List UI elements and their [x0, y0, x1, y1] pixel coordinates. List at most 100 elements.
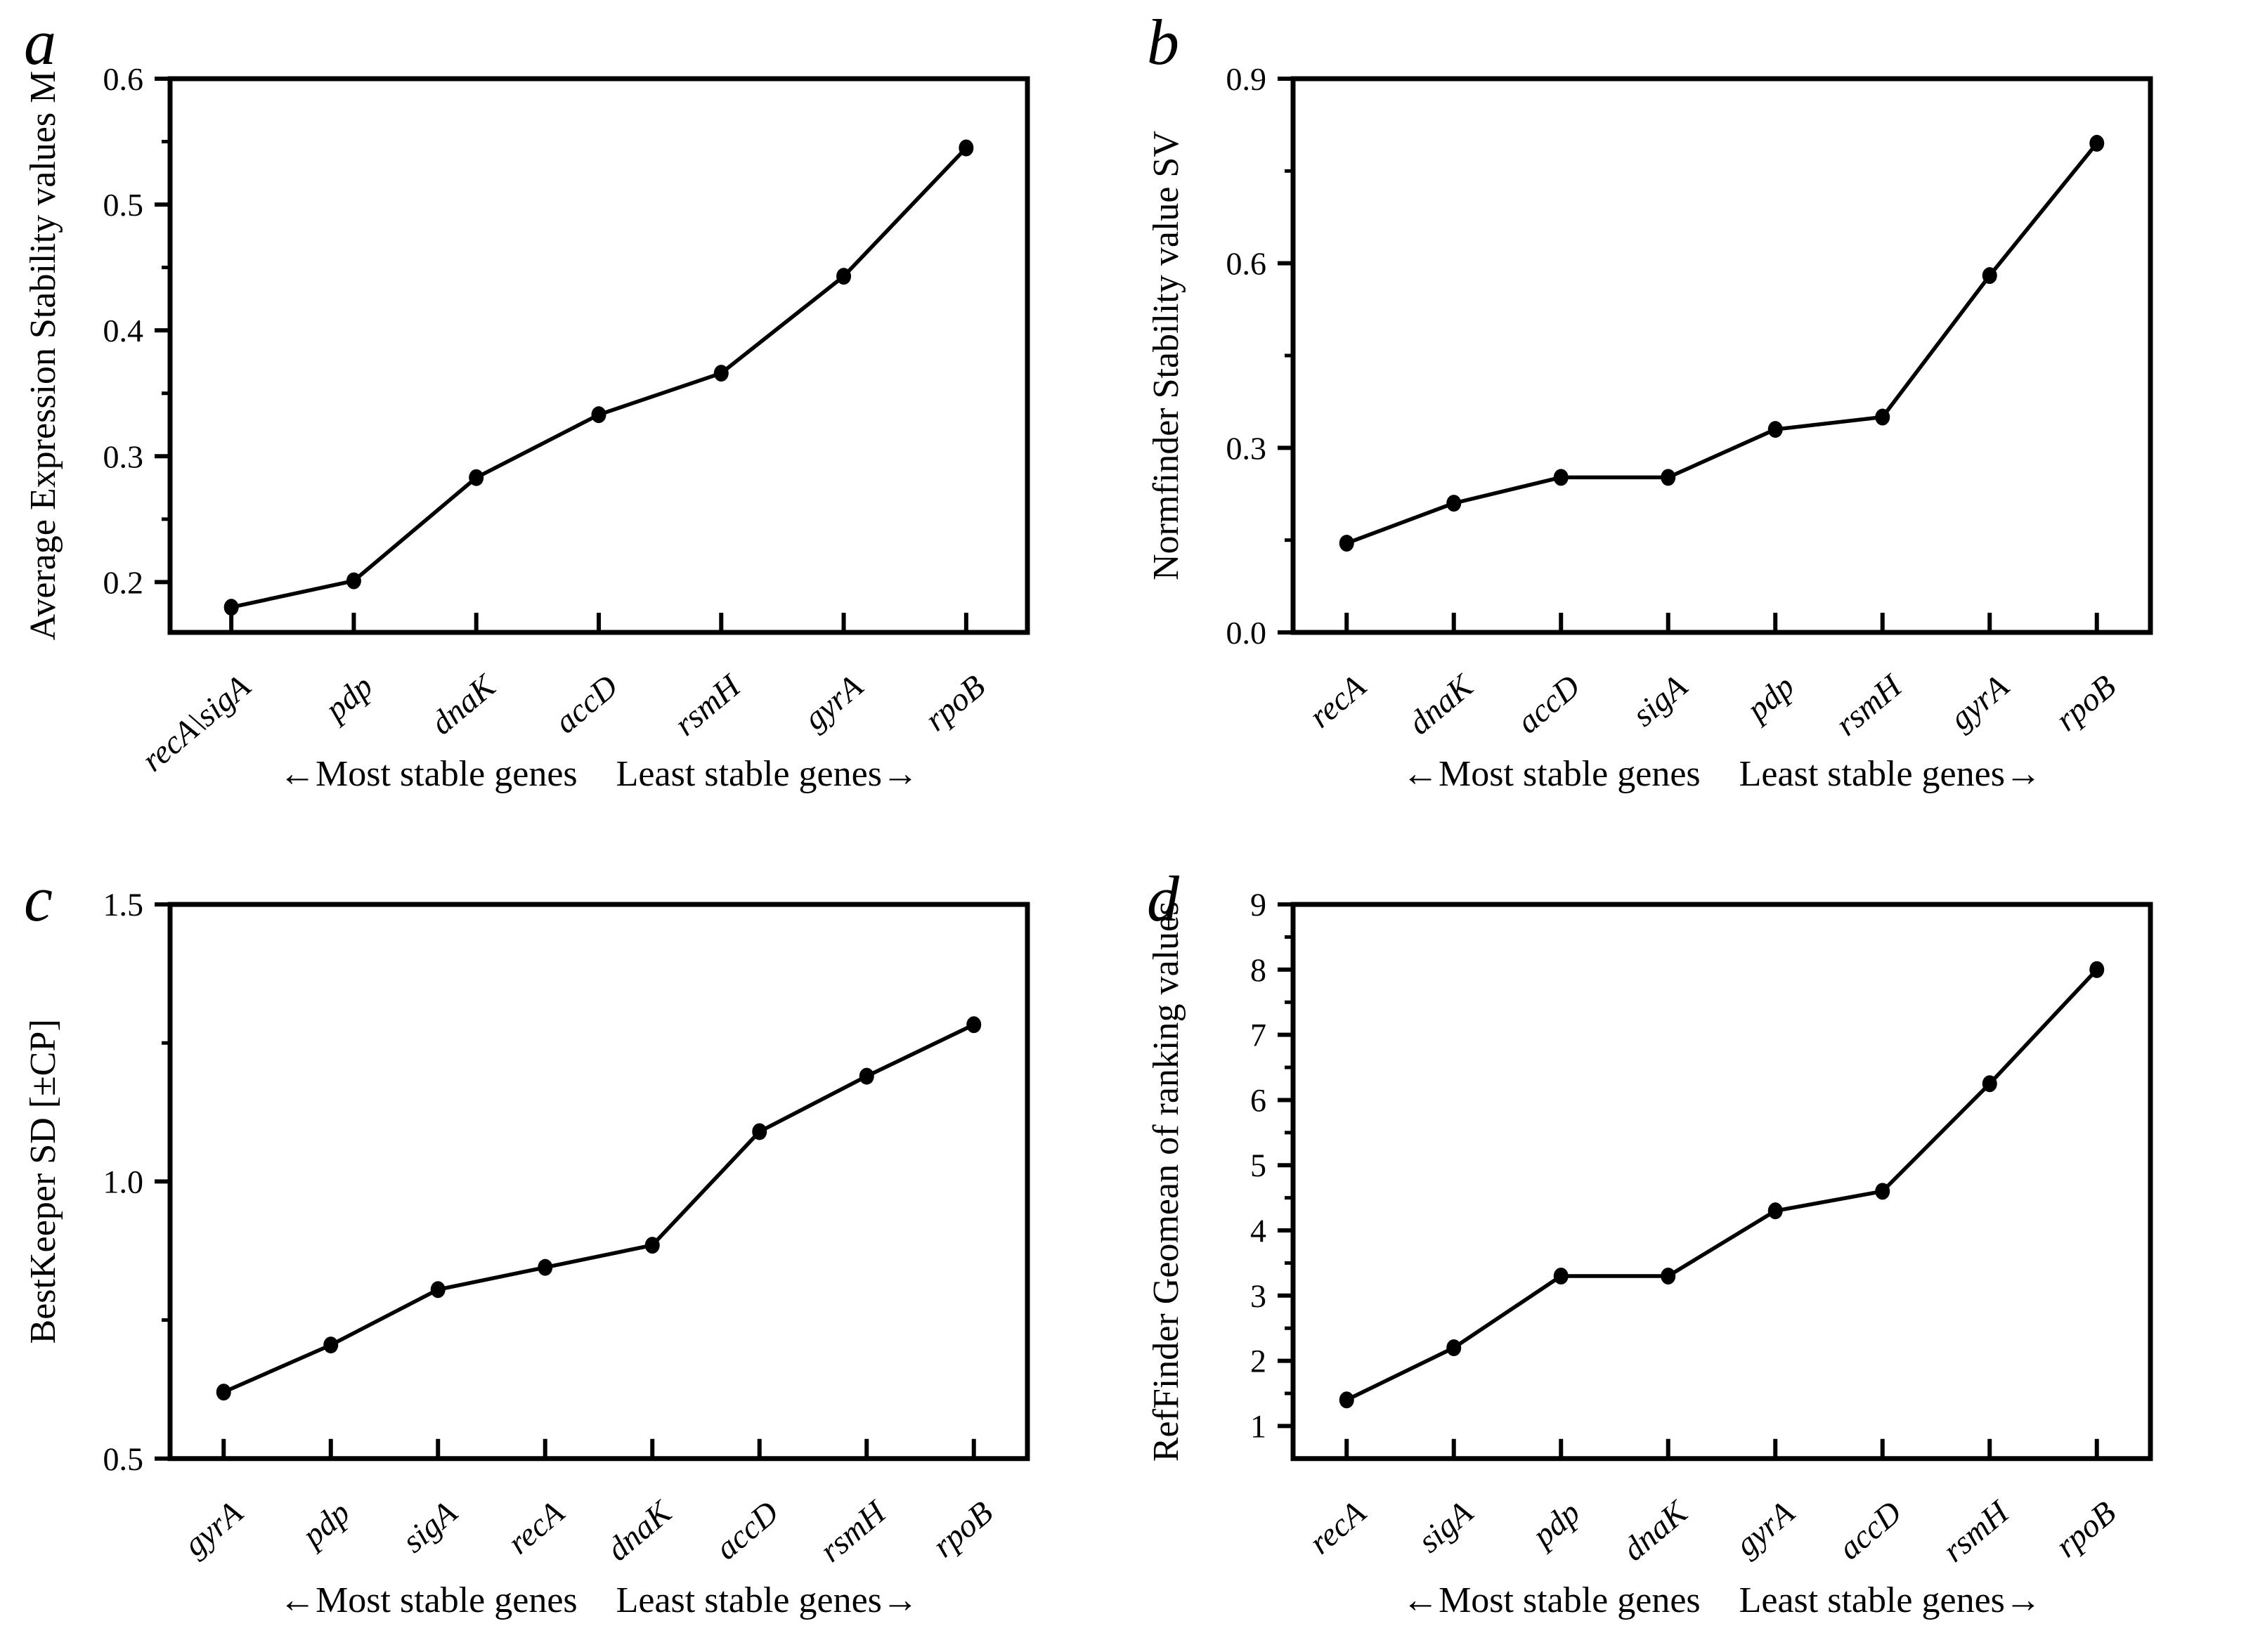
data-point	[859, 1067, 874, 1085]
x-category-label: gyrA	[1943, 668, 2016, 737]
x-category-label: recA	[1302, 1494, 1372, 1561]
data-point	[1553, 1267, 1569, 1284]
data-point	[216, 1384, 231, 1401]
x-axis-caption: ←Most stable genes Least stable genes→	[279, 754, 918, 794]
x-axis-caption: ←Most stable genes Least stable genes→	[279, 1580, 918, 1620]
x-category-label: dnaK	[600, 1493, 680, 1568]
x-category-label: dnaK	[1616, 1493, 1695, 1568]
y-tick-label: 1	[1250, 1408, 1266, 1444]
x-category-label: sigA	[1625, 668, 1694, 734]
y-tick-label: 0.5	[103, 1441, 143, 1477]
x-category-label: accD	[1831, 1494, 1908, 1567]
panel-b-chart: 0.0 0.3 0.6 0.9 recA dnaK accD sigA pdp rsmH gyrA r…	[1146, 61, 2153, 794]
x-category-label: dnaK	[424, 667, 503, 742]
x-category-label: rsmH	[1829, 667, 1910, 743]
data-point	[1339, 535, 1354, 552]
data-line	[1346, 142, 2098, 545]
x-category-label: rsmH	[1936, 1492, 2018, 1569]
y-tick-label: 8	[1250, 952, 1266, 988]
y-axis-title: BestKeeper SD [±CP]	[23, 1019, 63, 1344]
x-category-label: pdp	[317, 668, 380, 729]
x-axis-caption-left: ←Most stable genes	[1402, 1580, 1701, 1620]
data-point	[2089, 134, 2105, 152]
y-axis-title: Average Expression Stability values M	[23, 71, 63, 641]
x-category-label: accD	[708, 1494, 785, 1567]
data-point	[223, 599, 239, 616]
x-category-label: pdp	[1739, 668, 1802, 729]
x-category-label: accD	[548, 668, 625, 741]
data-point	[469, 469, 484, 486]
x-category-label: recA	[1302, 668, 1372, 735]
x-category-label: accD	[1510, 668, 1587, 741]
x-category-label: gyrA	[797, 668, 870, 737]
data-point	[1446, 1339, 1462, 1357]
data-point	[959, 139, 974, 157]
data-point	[1875, 408, 1890, 426]
plot-box	[167, 76, 1030, 635]
data-point	[430, 1281, 446, 1299]
y-tick-label: 6	[1250, 1082, 1266, 1118]
x-category-label: gyrA	[1729, 1494, 1802, 1563]
data-point	[1661, 469, 1676, 486]
data-point	[1875, 1183, 1890, 1200]
x-category-label: pdp	[1524, 1494, 1588, 1555]
data-point	[346, 572, 361, 590]
panel-c: c 0.5 1.0 1.5 gyrA pdp sigA recA dnaK accD rsmH rp…	[0, 826, 1123, 1652]
data-line	[1346, 968, 2098, 1402]
data-point	[1661, 1267, 1676, 1284]
data-point	[644, 1237, 660, 1254]
y-tick-label: 0.6	[103, 61, 144, 97]
data-point	[538, 1258, 553, 1276]
x-category-label: rsmH	[813, 1492, 895, 1569]
x-category-label: rpoB	[926, 1494, 999, 1564]
data-point	[1553, 469, 1569, 486]
y-axis-title: Normfinder Stability value SV	[1146, 131, 1186, 580]
x-category-label: dnaK	[1401, 667, 1481, 742]
y-tick-label: 1.0	[103, 1164, 143, 1199]
data-line	[231, 146, 968, 609]
y-tick-label: 7	[1250, 1017, 1266, 1053]
data-point	[2089, 961, 2105, 978]
data-point	[1446, 495, 1462, 512]
data-point	[323, 1336, 339, 1354]
panel-a: a 0.2 0.3 0.4 0.5 0.6 recA\sigA pdp dnaK accD rsm…	[0, 0, 1123, 826]
y-tick-label: 0.2	[103, 564, 144, 600]
panel-d-letter: d	[1147, 863, 1179, 935]
plot-box	[1290, 76, 2153, 635]
x-axis-caption-left: ←Most stable genes	[1402, 754, 1701, 794]
x-category-label: gyrA	[177, 1494, 250, 1563]
panel-b: b 0.0 0.3 0.6 0.9 recA dnaK accD sigA pdp rsmH gyr…	[1123, 0, 2246, 826]
y-tick-label: 0.4	[103, 313, 144, 349]
panel-d-chart: 1 2 3 4 5 6 7 8 9 recA sigA pdp dnaK gyrA accD rsmH rpoB…	[1146, 887, 2153, 1620]
x-axis-caption-right: Least stable genes→	[1739, 1580, 2041, 1620]
panel-c-letter: c	[24, 863, 53, 935]
y-tick-label: 3	[1250, 1278, 1266, 1314]
panel-a-letter: a	[24, 6, 56, 78]
data-point	[836, 268, 852, 285]
x-category-label: sigA	[1411, 1494, 1480, 1560]
x-axis-caption-right: Least stable genes→	[616, 754, 918, 794]
panel-c-chart: 0.5 1.0 1.5 gyrA pdp sigA recA dnaK accD rsmH rpoB…	[23, 887, 1030, 1620]
y-tick-label: 4	[1250, 1213, 1266, 1249]
data-point	[1767, 421, 1783, 438]
panel-d: d 1 2 3 4 5 6 7 8 9 recA sigA pdp dnaK gyrA accD rsmH rp…	[1123, 826, 2246, 1652]
x-category-label: recA\sigA	[135, 668, 257, 779]
data-line	[223, 1022, 975, 1394]
data-point	[1982, 267, 1997, 285]
data-point	[713, 365, 729, 382]
y-tick-label: 0.0	[1226, 615, 1267, 651]
y-tick-label: 5	[1250, 1147, 1266, 1183]
panel-b-letter: b	[1147, 6, 1179, 78]
x-axis-caption: ←Most stable genes Least stable genes→	[1402, 754, 2041, 794]
x-category-label: rpoB	[918, 668, 992, 739]
y-tick-label: 0.6	[1226, 246, 1267, 282]
x-category-label: rpoB	[2049, 1494, 2122, 1564]
data-point	[966, 1016, 982, 1034]
y-tick-label: 1.5	[103, 887, 143, 923]
x-axis-caption-right: Least stable genes→	[616, 1580, 918, 1620]
data-point	[752, 1123, 767, 1140]
x-axis-caption: ←Most stable genes Least stable genes→	[1402, 1580, 2041, 1620]
x-category-label: sigA	[396, 1494, 465, 1560]
y-tick-label: 9	[1250, 887, 1266, 923]
